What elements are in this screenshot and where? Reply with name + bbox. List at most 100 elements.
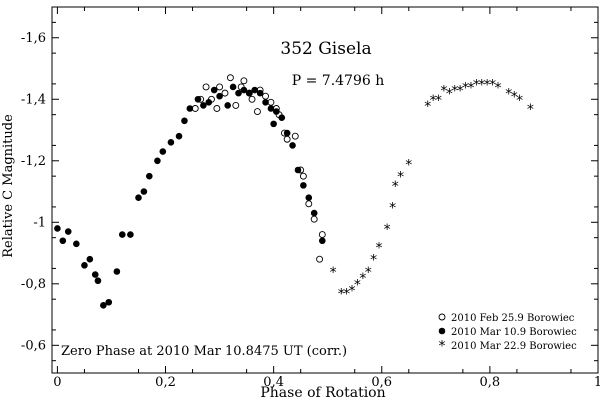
data-point	[235, 89, 242, 97]
data-point	[310, 215, 318, 223]
data-point: *	[527, 102, 534, 118]
x-tick-label: 0,2	[155, 375, 176, 390]
data-point	[100, 302, 107, 309]
legend-marker	[438, 327, 446, 335]
data-point	[181, 117, 188, 125]
data-point: *	[462, 80, 469, 96]
data-point	[316, 255, 324, 263]
legend-label: 2010 Feb 25.9 Borowiec	[451, 313, 575, 324]
data-point	[294, 166, 302, 174]
data-point	[267, 98, 275, 106]
data-point	[94, 277, 102, 285]
data-point	[91, 271, 99, 278]
data-point	[105, 298, 113, 306]
data-point: *	[384, 222, 391, 238]
data-point	[253, 108, 261, 116]
x-tick-labels: 0 0,2 0,4 0,6 0,8 1	[53, 375, 600, 390]
data-point: *	[505, 87, 512, 103]
data-point	[273, 108, 280, 115]
x-tick-label: 0	[53, 375, 61, 390]
data-point	[305, 200, 313, 208]
data-point	[300, 182, 307, 189]
data-point	[202, 83, 210, 91]
data-point	[118, 231, 126, 238]
data-point: *	[424, 99, 431, 115]
data-point: *	[430, 93, 437, 109]
y-tick-label: -0,8	[21, 277, 46, 292]
data-point	[205, 99, 213, 106]
data-point	[191, 105, 199, 112]
data-point	[289, 142, 296, 149]
period-label: P = 7.4796 h	[292, 73, 385, 89]
data-point: *	[440, 84, 447, 100]
series-asterisk: **************************** ****	[330, 77, 534, 302]
series-filled-circle	[54, 83, 326, 309]
data-point: *	[343, 287, 350, 303]
x-tick-label: 1	[594, 375, 600, 390]
data-point	[305, 194, 313, 201]
data-point: *	[359, 271, 366, 287]
data-point	[278, 114, 286, 122]
legend-label: 2010 Mar 22.9 Borowiec	[451, 341, 577, 352]
data-point: *	[494, 80, 501, 96]
data-point	[232, 101, 240, 109]
data-point	[194, 95, 202, 103]
plot-frame	[51, 6, 599, 374]
data-point	[283, 129, 291, 137]
y-axis-label: Relative C Magnitude	[1, 114, 16, 258]
data-point	[299, 172, 307, 180]
data-point	[146, 172, 153, 180]
x-axis-label: Phase of Rotation	[260, 385, 385, 400]
data-point	[54, 225, 61, 232]
data-point	[175, 132, 183, 140]
legend: 2010 Feb 25.9 Borowiec 2010 Mar 10.9 Boro…	[439, 313, 578, 355]
data-point: *	[484, 77, 491, 93]
data-point: *	[370, 253, 377, 269]
plot-border	[51, 6, 599, 374]
data-point: *	[478, 77, 485, 93]
data-point	[310, 209, 318, 217]
y-tick-label: -1,6	[21, 31, 46, 46]
data-point: *	[397, 170, 404, 186]
axis-ticks	[52, 7, 599, 373]
data-point	[86, 255, 94, 263]
data-point	[216, 83, 224, 91]
data-point	[240, 77, 248, 85]
legend-marker: *	[439, 339, 446, 355]
x-tick-label: 0,8	[480, 375, 501, 390]
data-point	[267, 105, 275, 112]
data-point	[248, 95, 256, 103]
data-point: *	[330, 265, 337, 281]
data-point: *	[467, 80, 474, 96]
data-point	[210, 86, 218, 94]
data-point: *	[338, 287, 345, 303]
data-point: *	[354, 277, 361, 293]
data-point	[135, 194, 142, 201]
legend-marker	[438, 313, 446, 321]
zero-phase-note: Zero Phase at 2010 Mar 10.8475 UT (corr.…	[61, 344, 347, 359]
data-point	[221, 89, 229, 97]
data-point	[216, 92, 223, 100]
data-point: *	[516, 93, 523, 109]
data-point: *	[451, 84, 458, 100]
data-point	[73, 240, 80, 248]
chart-title: 352 Gisela	[280, 39, 371, 59]
y-tick-labels: -1,6 -1,4 -1,2 -1 -0,8 -0,6	[21, 31, 46, 354]
x-tick-label: 0,4	[263, 375, 284, 390]
data-point	[167, 139, 175, 146]
data-point	[246, 89, 253, 97]
data-point	[64, 228, 72, 235]
data-point	[127, 231, 134, 238]
data-point: *	[446, 87, 453, 103]
data-point	[262, 92, 269, 100]
data-point	[283, 135, 291, 143]
data-point	[229, 83, 237, 91]
data-point: *	[376, 240, 383, 256]
data-point: *	[392, 179, 399, 195]
y-tick-label: -0,6	[21, 338, 46, 353]
data-point: *	[489, 77, 496, 93]
data-point	[240, 86, 248, 94]
data-point	[59, 237, 67, 245]
data-point	[186, 105, 194, 112]
